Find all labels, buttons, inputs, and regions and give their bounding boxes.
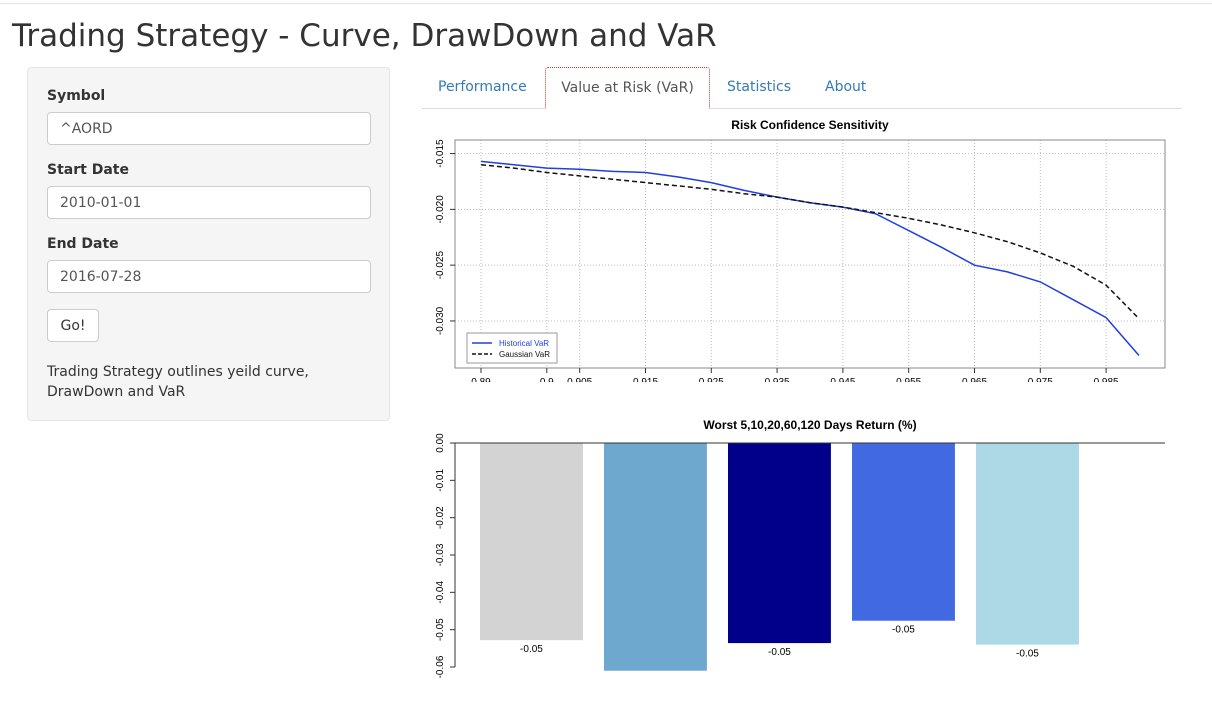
x-tick-label: 0.915 bbox=[633, 377, 658, 382]
page-title: Trading Strategy - Curve, DrawDown and V… bbox=[12, 18, 717, 54]
sidebar-description: Trading Strategy outlines yeild curve, D… bbox=[47, 364, 309, 400]
bar-value-label: -0.05 bbox=[1016, 649, 1039, 660]
y-tick-label: -0.015 bbox=[435, 139, 446, 168]
symbol-input[interactable] bbox=[47, 112, 371, 145]
y-tick-label: -0.030 bbox=[435, 306, 446, 335]
tab-about[interactable]: About bbox=[825, 79, 867, 95]
x-tick-label: 0.965 bbox=[962, 377, 987, 382]
bar-20-days bbox=[728, 443, 831, 644]
y-tick-label: -0.02 bbox=[435, 506, 446, 529]
x-tick-label: 0.935 bbox=[765, 377, 790, 382]
tab-statistics[interactable]: Statistics bbox=[727, 79, 791, 95]
y-tick-label: -0.04 bbox=[435, 581, 446, 604]
y-tick-label: 0.00 bbox=[435, 433, 446, 453]
legend-label: Historical VaR bbox=[499, 339, 549, 348]
y-tick-label: -0.03 bbox=[435, 543, 446, 566]
y-tick-label: -0.020 bbox=[435, 195, 446, 224]
legend-box bbox=[466, 332, 558, 364]
gaussian-var-line bbox=[480, 163, 1140, 320]
end-date-input[interactable] bbox=[47, 260, 371, 293]
x-tick-label: 0.905 bbox=[567, 377, 592, 382]
sidebar-panel: Symbol Start Date End Date Go! Trading S… bbox=[27, 67, 390, 421]
start-date-label: Start Date bbox=[47, 162, 129, 178]
legend-label: Gaussian VaR bbox=[499, 350, 550, 359]
bar-value-label: -0.05 bbox=[520, 644, 543, 655]
x-tick-label: 0.89 bbox=[471, 377, 491, 382]
x-tick-label: 0.955 bbox=[896, 377, 921, 382]
chart-title: Worst 5,10,20,60,120 Days Return (%) bbox=[703, 418, 916, 432]
y-tick-label: -0.06 bbox=[435, 655, 446, 678]
x-tick-label: 0.975 bbox=[1028, 377, 1053, 382]
x-tick-label: 0.985 bbox=[1094, 377, 1119, 382]
x-tick-label: 0.945 bbox=[830, 377, 855, 382]
tab-performance[interactable]: Performance bbox=[438, 79, 527, 95]
y-tick-label: -0.025 bbox=[435, 251, 446, 280]
tab-value-at-risk[interactable]: Value at Risk (VaR) bbox=[545, 67, 710, 109]
chart-title: Risk Confidence Sensitivity bbox=[731, 118, 889, 132]
x-tick-label: 0.9 bbox=[540, 377, 554, 382]
bar-10-days bbox=[604, 443, 707, 671]
worst-returns-chart: Worst 5,10,20,60,120 Days Return (%) 0.00… bbox=[435, 418, 1165, 678]
var-sensitivity-chart: Risk Confidence Sensitivity 0.89 0.9 0.905 0… bbox=[435, 118, 1166, 382]
y-tick-label: -0.05 bbox=[435, 618, 446, 641]
symbol-label: Symbol bbox=[47, 88, 106, 104]
bar-60-days bbox=[852, 443, 955, 621]
go-button[interactable]: Go! bbox=[47, 309, 99, 342]
start-date-input[interactable] bbox=[47, 186, 371, 219]
bar-value-label: -0.05 bbox=[892, 625, 915, 636]
bar-5-days bbox=[480, 443, 583, 641]
bar-value-label: -0.05 bbox=[768, 647, 791, 658]
top-border bbox=[0, 3, 1212, 4]
bar-120-days bbox=[976, 443, 1079, 645]
end-date-label: End Date bbox=[47, 236, 119, 252]
plot-frame bbox=[454, 139, 1166, 369]
tab-bar: Performance Value at Risk (VaR) Statisti… bbox=[422, 67, 1182, 109]
y-tick-label: -0.01 bbox=[435, 469, 446, 492]
x-tick-label: 0.925 bbox=[699, 377, 724, 382]
